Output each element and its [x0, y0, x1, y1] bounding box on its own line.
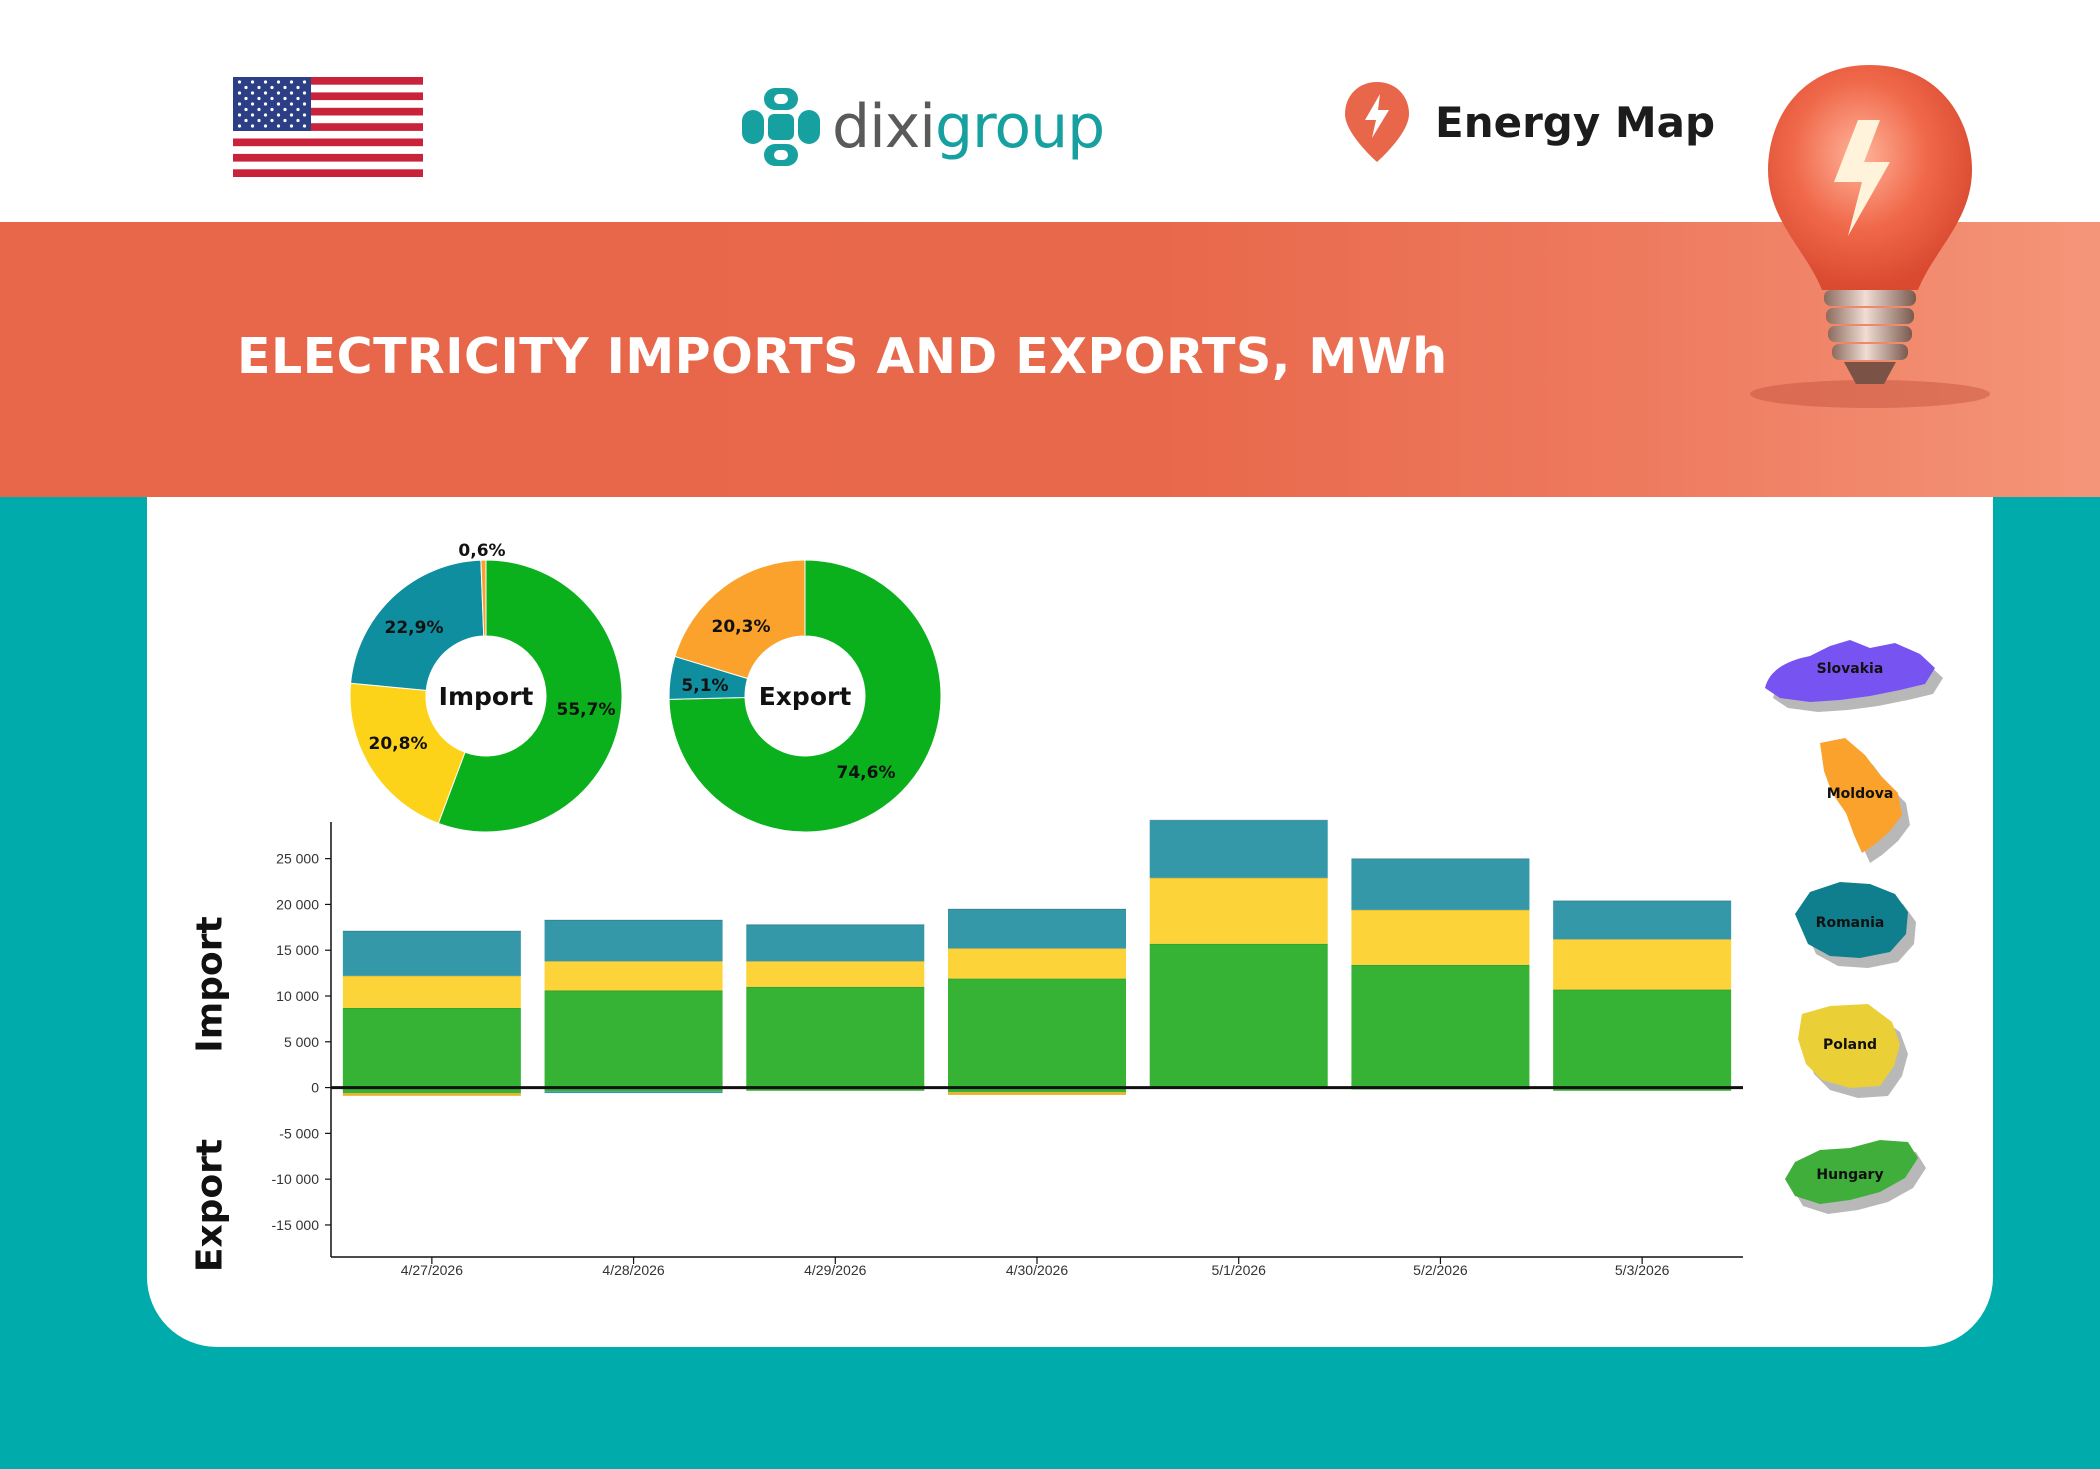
donut-slice-label: 55,7% [557, 700, 616, 720]
map-pin-bolt-icon [1345, 82, 1409, 162]
y-tick-label: 20 000 [276, 896, 319, 912]
y-tick-label: 25 000 [276, 851, 319, 867]
bar-segment-romania[interactable] [544, 919, 723, 962]
country-map-hungary[interactable] [1785, 1140, 1918, 1204]
export-donut-chart: 74,6% 5,1% 20,3% Export [668, 559, 942, 833]
export-bar-segment-hungary[interactable] [746, 1087, 925, 1091]
y-tick-label: 10 000 [276, 988, 319, 1004]
bar-segment-hungary[interactable] [1351, 964, 1530, 1088]
y-tick-label: 5 000 [284, 1034, 319, 1050]
bar-segment-romania[interactable] [1351, 858, 1530, 910]
country-legend: Slovakia Moldova Romania Poland Hungary [1765, 640, 1943, 1214]
bar-segment-romania[interactable] [342, 930, 521, 976]
country-label: Slovakia [1817, 661, 1884, 677]
bar-segment-hungary[interactable] [342, 1007, 521, 1088]
dixigroup-mark-icon [742, 88, 820, 166]
bar-segment-poland[interactable] [1351, 909, 1530, 965]
country-label: Poland [1823, 1037, 1877, 1053]
light-bulb-icon [1750, 65, 1990, 408]
export-bar-segment-hungary[interactable] [948, 1087, 1126, 1093]
bar-segment-poland[interactable] [1149, 877, 1328, 944]
bar-segment-romania[interactable] [1553, 900, 1732, 940]
country-map-slovakia[interactable] [1765, 640, 1935, 702]
donut-slice-romania[interactable] [350, 559, 485, 691]
bar-segment-hungary[interactable] [948, 978, 1126, 1088]
bar-segment-hungary[interactable] [746, 986, 925, 1088]
x-tick-label: 4/28/2026 [602, 1262, 664, 1278]
donut-slice-label: 0,6% [458, 541, 505, 561]
header: dixigroup Energy Map [0, 0, 2100, 222]
donut-slice-label: 74,6% [837, 763, 896, 783]
x-tick-label: 5/2/2026 [1413, 1262, 1468, 1278]
donut-slice-label: 20,3% [712, 617, 771, 637]
y-tick-label: 15 000 [276, 942, 319, 958]
y-tick-label: 0 [311, 1080, 319, 1096]
page-title: ELECTRICITY IMPORTS AND EXPORTS, MWh [237, 328, 1448, 385]
country-map-poland[interactable] [1798, 1004, 1900, 1088]
country-label: Moldova [1827, 786, 1894, 802]
energy-map-brand[interactable]: Energy Map [1343, 80, 1715, 164]
donut-center-label: Import [439, 682, 534, 711]
bar-segment-poland[interactable] [544, 961, 723, 991]
donut-slice-label: 20,8% [369, 734, 428, 754]
country-label: Romania [1816, 915, 1885, 931]
y-tick-label: -10 000 [272, 1171, 320, 1187]
donut-slice-hungary[interactable] [668, 559, 942, 833]
logo-text-dixi: dixi [832, 92, 936, 162]
bar-segment-poland[interactable] [342, 975, 521, 1008]
import-donut-chart: 55,7% 20,8% 22,9% 0,6% Import [349, 541, 623, 833]
bar-segment-romania[interactable] [948, 909, 1126, 949]
donut-slice-poland[interactable] [349, 682, 466, 825]
x-tick-label: 4/30/2026 [1006, 1262, 1068, 1278]
bar-segment-hungary[interactable] [1149, 943, 1328, 1088]
brand-title: Energy Map [1435, 97, 1716, 147]
donut-slice-moldova[interactable] [480, 559, 487, 637]
export-bar-segment-moldova[interactable] [342, 1093, 521, 1096]
export-bar-segment-hungary[interactable] [544, 1087, 723, 1092]
bar-segment-hungary[interactable] [544, 990, 723, 1088]
x-tick-label: 5/3/2026 [1615, 1262, 1670, 1278]
country-map-romania[interactable] [1795, 882, 1908, 958]
bar-segment-romania[interactable] [1149, 820, 1328, 878]
daily-bar-chart: 25 000 20 000 15 000 10 000 5 000 0 -5 000 -10 … [272, 819, 1743, 1278]
bar-segment-romania[interactable] [746, 924, 925, 962]
bar-segment-hungary[interactable] [1553, 989, 1732, 1088]
x-tick-label: 5/1/2026 [1211, 1262, 1266, 1278]
donut-slice-label: 22,9% [385, 618, 444, 638]
bar-segment-poland[interactable] [746, 961, 925, 987]
export-bar-segment-romania[interactable] [544, 1091, 723, 1094]
dixigroup-logo[interactable]: dixigroup [738, 82, 1105, 172]
donut-slice-label: 5,1% [681, 676, 728, 696]
y-tick-label: -15 000 [272, 1217, 320, 1233]
donut-slice-hungary[interactable] [437, 559, 623, 833]
donut-center-label: Export [759, 682, 852, 711]
export-bar-segment-moldova[interactable] [948, 1092, 1126, 1095]
us-flag-icon[interactable] [233, 77, 423, 177]
export-bar-segment-hungary[interactable] [342, 1087, 521, 1094]
logo-text-group: group [934, 92, 1105, 162]
bar-segment-poland[interactable] [1553, 939, 1732, 990]
donut-slice-moldova[interactable] [674, 559, 806, 680]
country-map-moldova[interactable] [1820, 738, 1902, 853]
country-label: Hungary [1816, 1167, 1883, 1183]
bar-segment-poland[interactable] [948, 948, 1126, 979]
y-tick-label: -5 000 [279, 1125, 319, 1141]
export-bar-segment-hungary[interactable] [1553, 1087, 1732, 1091]
title-banner: ELECTRICITY IMPORTS AND EXPORTS, MWh [0, 222, 2100, 497]
x-tick-label: 4/27/2026 [401, 1262, 463, 1278]
x-tick-label: 4/29/2026 [804, 1262, 866, 1278]
